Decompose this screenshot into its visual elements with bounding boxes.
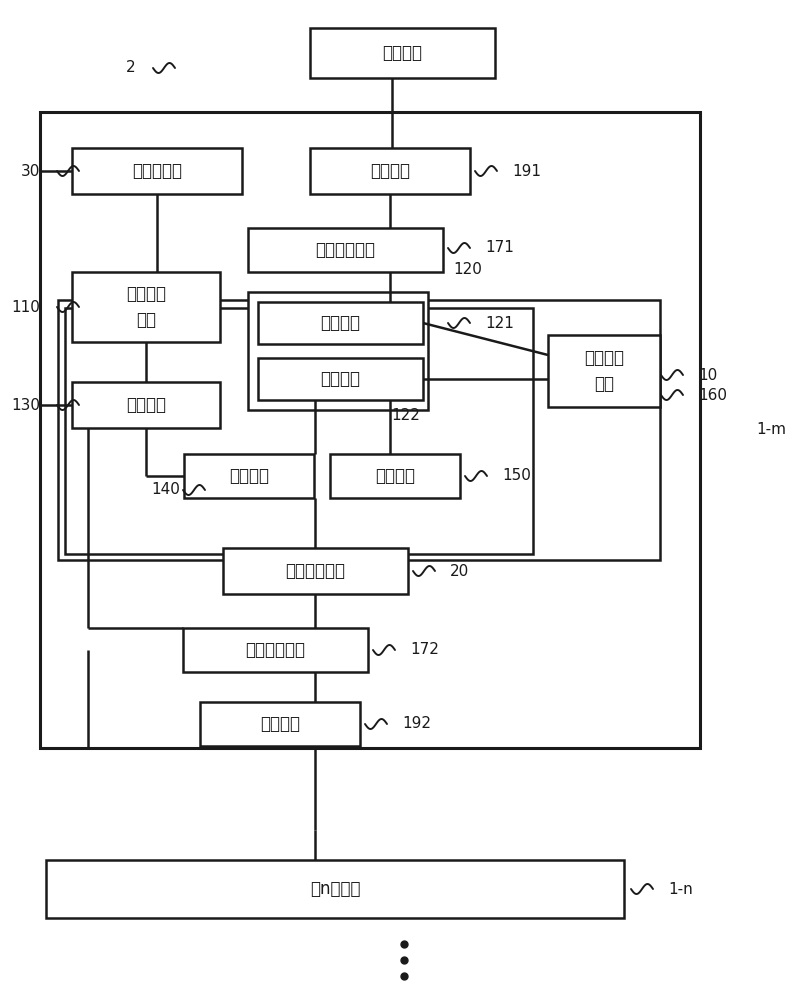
Text: 150: 150 xyxy=(502,468,531,484)
Text: 130: 130 xyxy=(11,397,40,412)
Text: 芯片识别码: 芯片识别码 xyxy=(132,162,182,180)
Bar xyxy=(223,548,408,594)
Text: 1-m: 1-m xyxy=(756,422,786,438)
Bar xyxy=(65,308,533,554)
Text: 121: 121 xyxy=(485,316,514,330)
Text: 数据单元: 数据单元 xyxy=(320,370,361,388)
Text: 140: 140 xyxy=(151,483,180,497)
Text: 第二接口: 第二接口 xyxy=(260,715,300,733)
Bar xyxy=(248,228,443,272)
Text: 第n个芯片: 第n个芯片 xyxy=(310,880,360,898)
Text: 控制模块: 控制模块 xyxy=(126,396,166,414)
Text: 比较输出: 比较输出 xyxy=(584,349,624,367)
Bar xyxy=(58,300,660,560)
Text: 122: 122 xyxy=(391,408,420,422)
Text: 30: 30 xyxy=(20,163,40,178)
Bar xyxy=(310,28,495,78)
Text: 测试访问端口: 测试访问端口 xyxy=(286,562,345,580)
Text: 芯片识别: 芯片识别 xyxy=(126,285,166,303)
Bar xyxy=(310,148,470,194)
Bar xyxy=(72,148,242,194)
Text: 171: 171 xyxy=(485,240,514,255)
Bar xyxy=(200,702,360,746)
Text: 1-n: 1-n xyxy=(668,882,693,896)
Bar xyxy=(258,358,423,400)
Text: 160: 160 xyxy=(698,387,727,402)
Text: 第一接口: 第一接口 xyxy=(370,162,410,180)
Bar xyxy=(183,628,368,672)
Text: 191: 191 xyxy=(512,163,541,178)
Text: 110: 110 xyxy=(11,300,40,314)
Text: 20: 20 xyxy=(450,564,469,578)
Bar xyxy=(330,454,460,498)
Bar xyxy=(184,454,314,498)
Text: 第二缓存模块: 第二缓存模块 xyxy=(245,641,306,659)
Bar xyxy=(72,382,220,428)
Text: 192: 192 xyxy=(402,716,431,732)
Bar xyxy=(72,272,220,342)
Bar xyxy=(248,292,428,410)
Bar xyxy=(46,860,624,918)
Text: 读取模块: 读取模块 xyxy=(375,467,415,485)
Text: 写入模块: 写入模块 xyxy=(229,467,269,485)
Text: 解码单元: 解码单元 xyxy=(320,314,361,332)
Text: 模块: 模块 xyxy=(594,375,614,393)
Bar xyxy=(548,335,660,407)
Text: 10: 10 xyxy=(698,367,718,382)
Text: 模块: 模块 xyxy=(136,311,156,329)
Text: 主控设备: 主控设备 xyxy=(383,44,422,62)
Bar xyxy=(40,112,700,748)
Text: 172: 172 xyxy=(410,643,438,658)
Bar xyxy=(258,302,423,344)
Text: 第一缓存模块: 第一缓存模块 xyxy=(316,241,375,259)
Text: 2: 2 xyxy=(126,60,136,76)
Text: 120: 120 xyxy=(453,262,482,277)
